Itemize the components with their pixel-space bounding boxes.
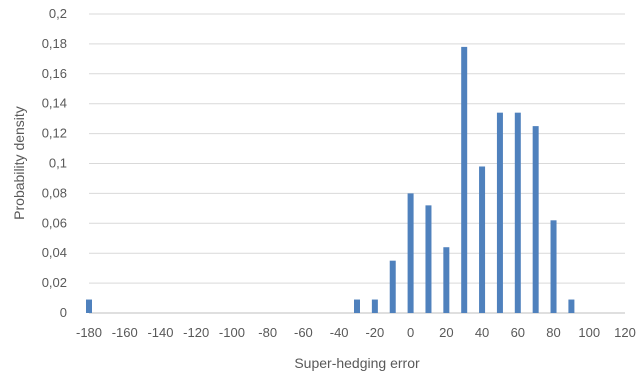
bar — [443, 247, 450, 313]
y-tick-label: 0,2 — [49, 6, 67, 21]
y-tick-label: 0 — [60, 305, 67, 320]
x-tick-labels: -180 -160 -140 -120 -100 -80 -60 -40 -20 0 20 40 60 8… — [76, 325, 636, 340]
x-axis-title: Super-hedging error — [294, 355, 420, 371]
x-tick-label: 80 — [546, 325, 560, 340]
bar — [461, 46, 468, 313]
bars — [86, 46, 575, 313]
x-tick-label: -60 — [294, 325, 313, 340]
y-tick-label: 0,02 — [42, 275, 67, 290]
bar — [86, 299, 92, 313]
x-tick-label: -80 — [258, 325, 277, 340]
bar — [389, 260, 396, 313]
y-tick-label: 0,14 — [42, 96, 67, 111]
x-tick-label: -120 — [183, 325, 209, 340]
y-tick-label: 0,16 — [42, 66, 67, 81]
bar — [514, 112, 521, 313]
bar — [496, 112, 503, 313]
bar — [532, 126, 539, 313]
x-tick-label: -40 — [330, 325, 349, 340]
x-tick-label: 40 — [475, 325, 489, 340]
y-tick-label: 0,08 — [42, 185, 67, 200]
y-tick-labels: 0 0,02 0,04 0,06 0,08 0,1 0,12 0,14 0,16 0,18 0,2 — [42, 6, 67, 320]
x-tick-label: 20 — [439, 325, 453, 340]
y-axis-title: Probability density — [11, 106, 27, 220]
bar — [354, 299, 360, 313]
gridlines — [89, 13, 625, 314]
y-tick-label: 0,12 — [42, 126, 67, 141]
x-tick-label: -100 — [219, 325, 245, 340]
x-tick-label: 60 — [511, 325, 525, 340]
x-tick-label: -20 — [365, 325, 384, 340]
bar — [568, 299, 575, 313]
bar — [407, 193, 414, 313]
x-tick-label: -140 — [147, 325, 173, 340]
bar — [425, 205, 432, 313]
y-tick-label: 0,18 — [42, 36, 67, 51]
y-tick-label: 0,1 — [49, 156, 67, 171]
y-tick-label: 0,04 — [42, 245, 67, 260]
x-tick-label: 0 — [407, 325, 414, 340]
x-tick-label: -180 — [76, 325, 102, 340]
bar — [550, 220, 557, 313]
x-tick-label: 120 — [614, 325, 636, 340]
y-tick-label: 0,06 — [42, 215, 67, 230]
bar — [479, 166, 486, 313]
x-tick-label: 100 — [578, 325, 600, 340]
x-tick-label: -160 — [112, 325, 138, 340]
bar — [371, 299, 378, 313]
